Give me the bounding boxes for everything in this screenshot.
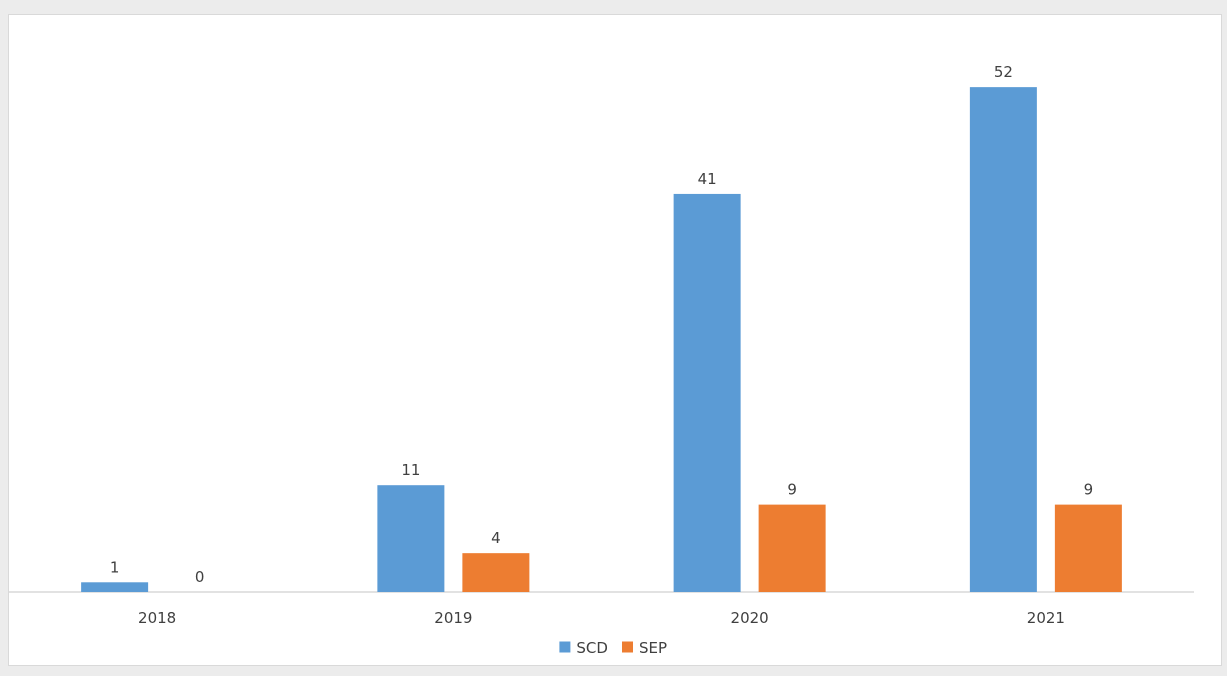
chart-plot: 1 0 11 4 41 9 52 9 2018 2019 2020 2021 SCD SEP: [9, 63, 1194, 657]
data-label-sep-2020: 9: [787, 481, 797, 499]
data-label-scd-2018: 1: [110, 558, 120, 576]
data-labels-layer: 1 0 11 4 41 9 52 9: [110, 63, 1093, 586]
data-label-scd-2020: 41: [698, 170, 717, 188]
legend-label-scd: SCD: [576, 639, 608, 657]
x-tick-2019: 2019: [434, 609, 472, 627]
chart-area: 1 0 11 4 41 9 52 9 2018 2019 2020 2021 SCD SEP: [8, 14, 1222, 666]
data-label-sep-2021: 9: [1084, 481, 1094, 499]
bar-scd-2020: [673, 193, 741, 592]
data-label-scd-2021: 52: [994, 63, 1013, 81]
bar-scd-2019: [377, 485, 445, 592]
bar-sep-2021: [1054, 504, 1122, 592]
bars-layer: [81, 87, 1122, 593]
legend-label-sep: SEP: [639, 639, 667, 657]
bar-scd-2021: [969, 87, 1037, 593]
x-tick-2020: 2020: [731, 609, 769, 627]
legend-swatch-sep: [622, 641, 633, 653]
data-label-sep-2019: 4: [491, 529, 501, 547]
data-label-sep-2018: 0: [195, 568, 205, 586]
x-tick-labels: 2018 2019 2020 2021: [138, 609, 1065, 627]
x-tick-2018: 2018: [138, 609, 176, 627]
data-label-scd-2019: 11: [401, 461, 420, 479]
legend: SCD SEP: [559, 639, 667, 657]
bar-sep-2020: [758, 504, 826, 592]
legend-swatch-scd: [559, 641, 571, 653]
bar-sep-2019: [462, 553, 530, 592]
bar-scd-2018: [81, 582, 149, 592]
x-tick-2021: 2021: [1027, 609, 1065, 627]
